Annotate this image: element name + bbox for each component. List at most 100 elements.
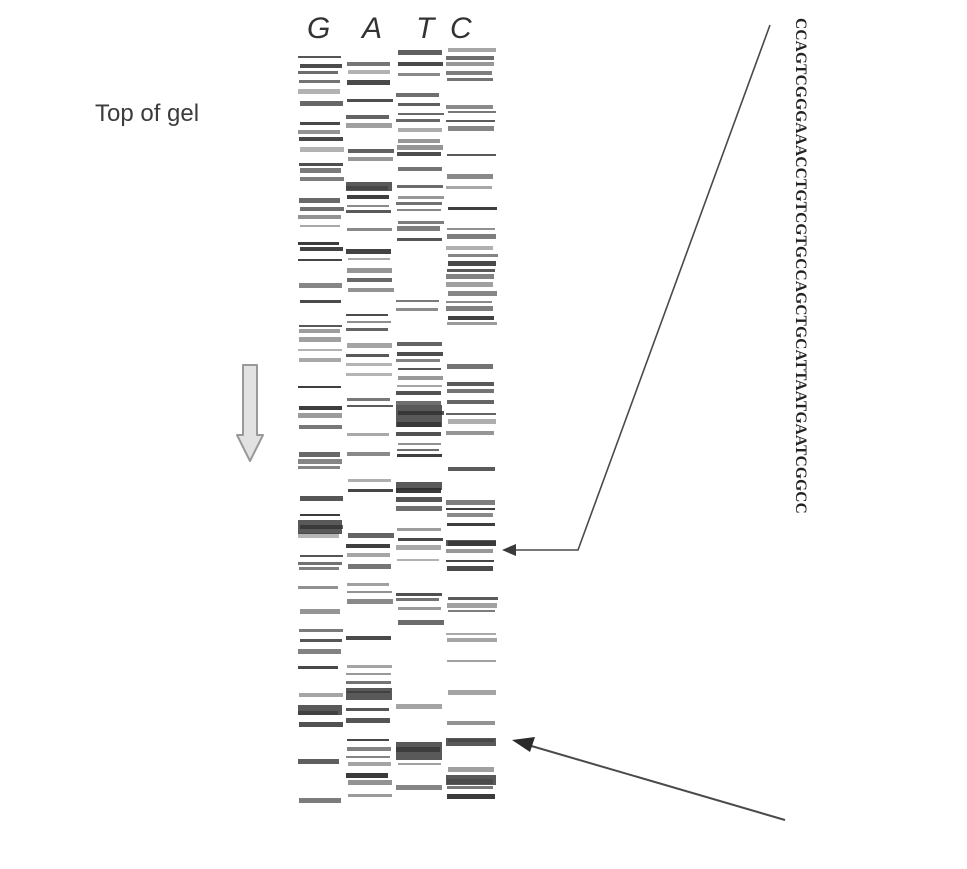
gel-band bbox=[298, 130, 340, 134]
gel-band bbox=[300, 496, 343, 501]
lane-t bbox=[396, 50, 444, 790]
gel-band bbox=[299, 693, 343, 697]
upper-pointer-line bbox=[512, 24, 771, 551]
gel-band bbox=[448, 126, 494, 131]
gel-band bbox=[299, 452, 340, 457]
gel-band-heavy bbox=[446, 738, 496, 746]
gel-band bbox=[446, 186, 492, 189]
gel-band bbox=[397, 559, 439, 561]
gel-band bbox=[298, 586, 338, 589]
gel-band bbox=[346, 123, 392, 128]
gel-band bbox=[447, 786, 493, 789]
gel-band bbox=[298, 259, 342, 261]
gel-band bbox=[346, 718, 390, 723]
gel-band bbox=[347, 405, 393, 407]
gel-band bbox=[398, 368, 441, 370]
gel-band bbox=[396, 497, 442, 502]
gel-band bbox=[448, 254, 498, 257]
gel-band bbox=[396, 401, 441, 405]
gel-band bbox=[396, 359, 440, 362]
gel-band bbox=[448, 419, 496, 424]
gel-band bbox=[447, 269, 495, 272]
gel-band bbox=[300, 609, 340, 614]
gel-band bbox=[299, 163, 343, 166]
gel-band bbox=[346, 373, 392, 376]
gel-band bbox=[448, 261, 496, 266]
gel-band bbox=[300, 514, 340, 516]
gel-band bbox=[397, 352, 443, 356]
gel-band bbox=[347, 205, 389, 207]
gel-band bbox=[346, 773, 388, 778]
gel-band bbox=[447, 234, 496, 239]
gel-band bbox=[397, 528, 441, 531]
gel-band bbox=[300, 64, 342, 68]
lower-pointer-arrowhead bbox=[512, 737, 535, 752]
gel-band bbox=[447, 322, 497, 325]
gel-band bbox=[300, 300, 341, 303]
gel-band bbox=[348, 70, 390, 74]
gel-band bbox=[446, 274, 494, 279]
gel-band bbox=[299, 325, 342, 327]
gel-band bbox=[346, 249, 391, 254]
gel-band bbox=[446, 62, 494, 66]
gel-band bbox=[447, 400, 494, 404]
gel-band bbox=[346, 708, 389, 711]
gel-band-heavy bbox=[446, 775, 496, 785]
gel-band bbox=[299, 406, 342, 410]
gel-band bbox=[398, 763, 441, 765]
gel-band bbox=[396, 598, 439, 601]
gel-band bbox=[347, 62, 390, 66]
lane-label-t: T bbox=[416, 12, 435, 45]
gel-band bbox=[447, 382, 494, 386]
gel-band bbox=[300, 147, 344, 152]
gel-band-heavy bbox=[346, 688, 392, 700]
gel-band bbox=[446, 282, 493, 287]
gel-band bbox=[447, 174, 493, 179]
lane-c bbox=[446, 48, 498, 799]
gel-band bbox=[398, 50, 442, 55]
upper-pointer-arrowhead bbox=[502, 544, 516, 556]
gel-band bbox=[448, 610, 495, 612]
gel-band bbox=[397, 209, 441, 211]
gel-band bbox=[447, 513, 493, 517]
gel-band bbox=[448, 767, 494, 772]
gel-band bbox=[347, 433, 389, 436]
gel-band bbox=[298, 71, 338, 74]
gel-band bbox=[348, 149, 394, 153]
gel-band bbox=[348, 258, 390, 260]
gel-band bbox=[346, 354, 389, 357]
gel-band bbox=[447, 78, 493, 81]
gel-band bbox=[348, 564, 391, 569]
gel-band bbox=[447, 154, 496, 156]
gel-band bbox=[348, 780, 392, 785]
gel-band bbox=[348, 533, 394, 538]
gel-band bbox=[396, 593, 442, 596]
gel-band bbox=[446, 246, 493, 250]
gel-band bbox=[446, 301, 492, 303]
gel-band bbox=[398, 103, 440, 106]
gel-band bbox=[398, 167, 442, 171]
migration-direction-arrow bbox=[236, 364, 264, 462]
gel-band bbox=[300, 247, 343, 251]
gel-band bbox=[447, 364, 493, 369]
gel-band bbox=[299, 358, 341, 362]
gel-band bbox=[396, 119, 440, 122]
gel-band bbox=[298, 466, 340, 469]
lane-label-a: A bbox=[362, 12, 383, 45]
gel-band bbox=[300, 168, 341, 173]
gel-band bbox=[446, 549, 493, 553]
gel-band bbox=[299, 337, 341, 342]
gel-band bbox=[348, 479, 391, 482]
gel-band bbox=[299, 567, 339, 570]
gel-band bbox=[347, 452, 390, 456]
gel-band bbox=[346, 210, 391, 213]
gel-band bbox=[446, 306, 493, 311]
gel-band bbox=[397, 449, 439, 451]
gel-band bbox=[300, 177, 344, 181]
gel-band bbox=[300, 639, 342, 642]
gel-band bbox=[298, 413, 342, 418]
gel-band bbox=[446, 633, 496, 635]
gel-band-heavy bbox=[396, 405, 442, 427]
gel-band bbox=[347, 665, 392, 668]
